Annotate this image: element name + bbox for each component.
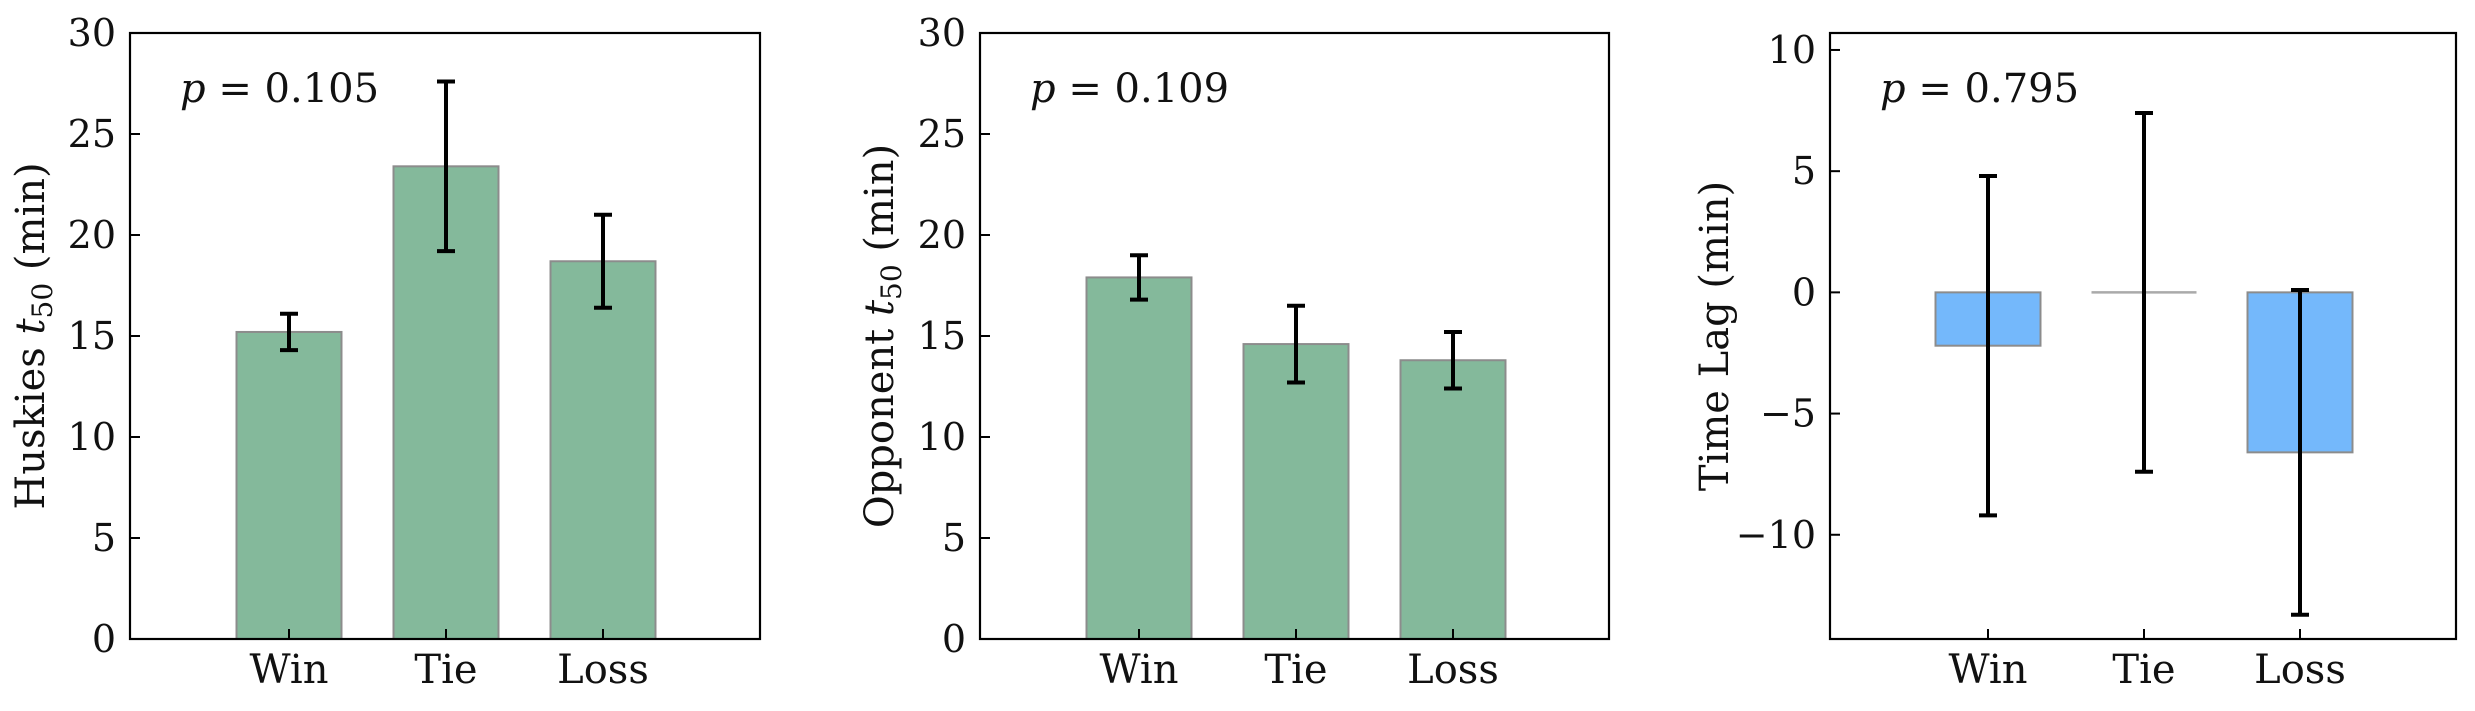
y-tick-label: −5 [1760,392,1816,436]
error-bar-loss [1444,329,1462,391]
bar-win [235,330,343,640]
y-tick-label: 10 [68,415,116,459]
error-bar-tie [437,79,455,254]
y-tick-label: 0 [92,617,116,661]
y-axis-label: Time Lag (min) [1692,181,1738,491]
y-tick-label: 15 [68,314,116,358]
y-axis-label: Huskies t50 (min) [8,162,59,509]
error-bar-win [280,311,298,353]
y-tick-label: 5 [942,516,966,560]
x-tick-label-tie: Tie [1264,647,1327,693]
panel-opponent-t50: 0 5 10 15 20 25 30 Win Tie Loss p = 0.109 Opponent … [857,11,1611,693]
error-bar-win [1130,253,1148,302]
error-bar-win [1979,174,1997,518]
x-tick-label-win: Win [1100,647,1179,693]
x-tick-label-loss: Loss [557,647,649,693]
y-tick-label: −10 [1736,513,1816,557]
x-tick-label-tie: Tie [2112,647,2175,693]
panel-huskies-t50: 0 5 10 15 20 25 30 Win Tie Loss p = 0.105 Huskies t… [8,11,762,693]
y-tick-label: 10 [1768,28,1816,72]
y-tick-label: 0 [942,617,966,661]
y-tick-label: 20 [68,213,116,257]
y-tick-label: 5 [1792,149,1816,193]
error-bar-loss [2291,287,2309,617]
x-tick-label-loss: Loss [2254,647,2346,693]
x-tick-label-win: Win [1949,647,2028,693]
p-value-annotation: p = 0.109 [1030,66,1229,112]
y-tick-label: 15 [918,314,966,358]
error-bar-loss [594,212,612,310]
error-bar-tie [1287,303,1305,385]
error-bar-tie [2135,110,2153,474]
bar-loss [549,260,657,640]
y-tick-label: 30 [68,11,116,55]
y-tick-label: 0 [1792,270,1816,314]
y-tick-label: 30 [918,11,966,55]
x-tick-label-win: Win [250,647,329,693]
y-tick-label: 25 [68,112,116,156]
y-tick-label: 10 [918,415,966,459]
panel-time-lag: −10 −5 0 5 10 Win Tie Loss p = 0.795 Time Lag (mi… [1692,28,2458,693]
p-value-annotation: p = 0.795 [1880,66,2079,112]
x-tick-label-tie: Tie [414,647,477,693]
bar-tie [1242,343,1350,640]
y-tick-label: 5 [92,516,116,560]
y-tick-label: 20 [918,213,966,257]
y-axis-label: Opponent t50 (min) [857,144,908,528]
p-value-annotation: p = 0.105 [180,66,379,112]
bar-loss [1399,359,1507,640]
x-tick-label-loss: Loss [1407,647,1499,693]
y-tick-label: 25 [918,112,966,156]
bar-win [1085,276,1193,640]
